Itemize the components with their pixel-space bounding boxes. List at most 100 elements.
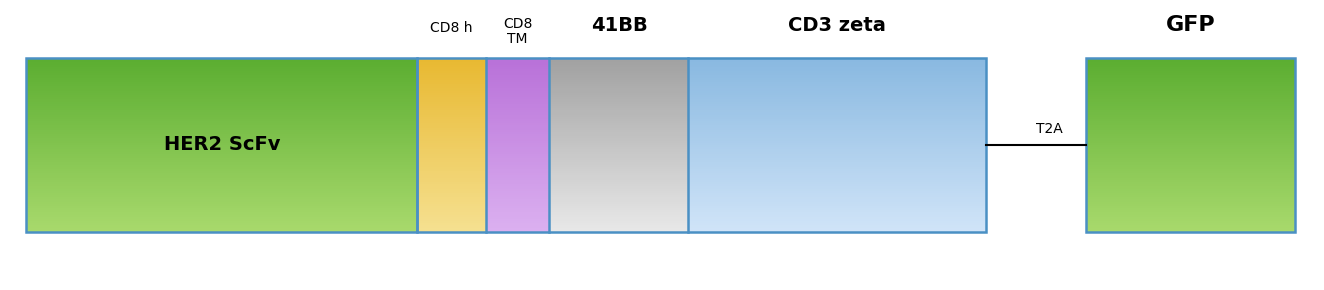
Bar	[417, 79, 486, 82]
Bar	[417, 123, 486, 125]
Bar	[486, 188, 549, 191]
Bar	[688, 230, 986, 232]
Bar	[26, 127, 417, 130]
Bar	[26, 230, 417, 232]
Bar	[1086, 99, 1295, 102]
Bar	[549, 140, 688, 143]
Bar	[486, 190, 549, 193]
Bar	[549, 143, 688, 145]
Bar	[688, 214, 986, 217]
Bar	[26, 75, 417, 78]
Bar	[417, 186, 486, 188]
Bar	[26, 86, 417, 88]
Bar	[486, 88, 549, 90]
Bar	[417, 175, 486, 177]
Bar	[417, 221, 486, 223]
Bar	[688, 123, 986, 125]
Bar	[688, 158, 986, 160]
Bar	[417, 160, 486, 162]
Bar	[688, 212, 986, 215]
Bar	[1086, 210, 1295, 212]
Bar	[417, 95, 486, 97]
Bar	[486, 73, 549, 75]
Bar	[486, 151, 549, 154]
Bar	[688, 186, 986, 188]
Bar	[1086, 108, 1295, 110]
Bar	[549, 227, 688, 230]
Bar	[1086, 112, 1295, 115]
Bar	[417, 106, 486, 108]
Bar	[549, 186, 688, 188]
Bar	[26, 119, 417, 121]
Bar	[688, 193, 986, 195]
Bar	[1086, 79, 1295, 82]
Bar	[417, 58, 486, 60]
Bar	[417, 112, 486, 115]
Bar	[486, 121, 549, 123]
Text: CD3 zeta: CD3 zeta	[789, 16, 886, 35]
Bar	[1086, 68, 1295, 71]
Bar	[26, 104, 417, 106]
Bar	[1086, 225, 1295, 228]
Bar	[1086, 123, 1295, 125]
Bar	[549, 58, 688, 60]
Bar	[26, 64, 417, 67]
Bar	[549, 62, 688, 64]
Bar	[1086, 75, 1295, 78]
Bar	[486, 166, 549, 169]
Bar	[486, 227, 549, 230]
Bar	[417, 68, 486, 71]
Bar	[688, 188, 986, 191]
Bar	[549, 225, 688, 228]
Bar	[26, 171, 417, 173]
Bar	[1086, 95, 1295, 97]
Bar	[486, 64, 549, 67]
Bar	[1086, 90, 1295, 93]
Bar	[688, 127, 986, 130]
Text: CD8
TM: CD8 TM	[503, 17, 532, 46]
Bar	[486, 168, 549, 171]
Bar	[26, 204, 417, 206]
Bar	[26, 195, 417, 197]
Bar	[26, 212, 417, 215]
Bar	[549, 106, 688, 108]
Bar	[417, 147, 486, 149]
Bar	[486, 206, 549, 208]
Bar	[549, 158, 688, 160]
Bar	[26, 145, 417, 147]
Bar	[26, 208, 417, 210]
Bar	[549, 221, 688, 223]
Bar	[549, 193, 688, 195]
Bar	[549, 95, 688, 97]
Bar	[417, 130, 486, 132]
Bar	[1086, 190, 1295, 193]
Bar	[688, 58, 986, 60]
Bar	[549, 204, 688, 206]
Bar	[26, 138, 417, 141]
Bar	[549, 206, 688, 208]
Bar	[688, 145, 986, 147]
Bar	[26, 188, 417, 191]
Bar	[26, 143, 417, 145]
Bar	[549, 110, 688, 112]
Bar	[26, 60, 417, 62]
Bar	[1086, 134, 1295, 136]
Bar	[688, 134, 986, 136]
Bar	[417, 138, 486, 141]
Bar	[549, 104, 688, 106]
Bar	[486, 225, 549, 228]
Bar	[549, 84, 688, 86]
Bar	[486, 171, 549, 173]
Bar	[417, 184, 486, 186]
Bar	[1086, 84, 1295, 86]
Bar	[486, 195, 549, 197]
Bar	[688, 119, 986, 121]
Bar	[26, 134, 417, 136]
Bar	[417, 171, 486, 173]
Bar	[417, 190, 486, 193]
Bar	[688, 64, 986, 67]
Bar	[26, 153, 417, 156]
Bar	[1086, 114, 1295, 117]
Bar	[1086, 212, 1295, 215]
Bar	[26, 93, 417, 95]
